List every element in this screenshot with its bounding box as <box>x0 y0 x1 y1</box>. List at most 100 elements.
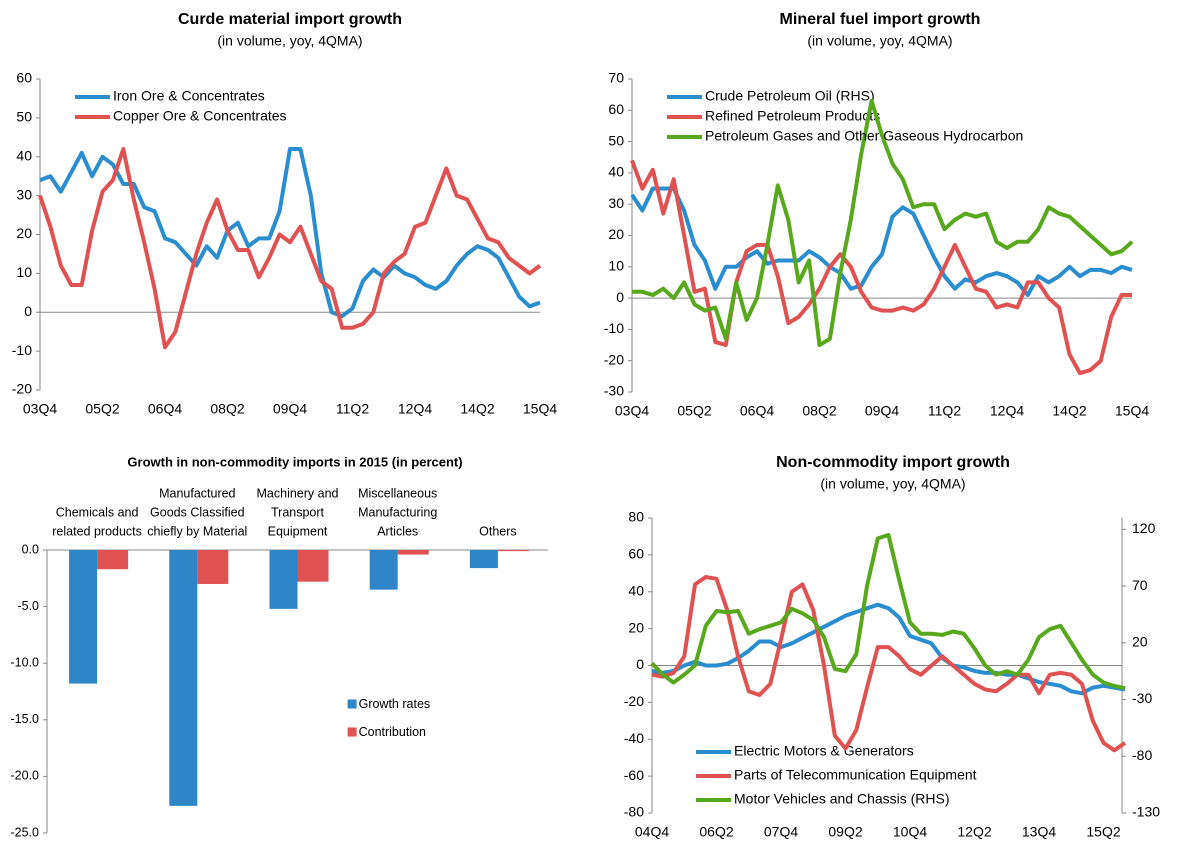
x-tick-label: 12Q4 <box>990 403 1024 419</box>
y-tick-label: -10.0 <box>11 655 40 669</box>
category-label: related products <box>52 524 142 538</box>
y-tick-label: 70 <box>608 70 624 86</box>
y-tick-label: 50 <box>608 132 624 148</box>
y-tick-label: 20 <box>16 225 32 241</box>
y-tick-label: 20 <box>628 619 644 635</box>
category-label: Equipment <box>268 524 328 538</box>
x-tick-label: 11Q2 <box>336 401 369 417</box>
chart-title: Mineral fuel import growth <box>780 11 981 28</box>
chart-title: Growth in non-commodity imports in 2015 … <box>127 454 462 469</box>
x-tick-label: 06Q2 <box>699 824 733 840</box>
bar <box>297 550 329 582</box>
x-tick-label: 15Q4 <box>1115 403 1149 419</box>
bar <box>397 550 429 555</box>
x-tick-label: 15Q2 <box>1086 824 1120 840</box>
bar <box>369 550 398 590</box>
y-tick-label: 0 <box>636 656 644 672</box>
y-tick-label: 0 <box>616 289 624 305</box>
category-label: Machinery and <box>257 486 339 500</box>
y-tick-label: -10 <box>604 320 624 336</box>
y-tick-label: 10 <box>16 264 32 280</box>
x-tick-label: 14Q2 <box>460 401 494 417</box>
y-tick-label: -10 <box>12 342 32 358</box>
x-tick-label: 06Q4 <box>740 403 774 419</box>
category-label: Miscellaneous <box>358 486 437 500</box>
y-tick-label: 60 <box>608 101 624 117</box>
bar <box>97 550 129 570</box>
category-label: Transport <box>271 505 325 519</box>
category-label: Articles <box>377 524 418 538</box>
x-tick-label: 11Q2 <box>928 403 961 419</box>
y-tick-label: -20 <box>624 693 644 709</box>
y-tick-label: -20.0 <box>11 769 40 783</box>
x-tick-label: 13Q4 <box>1022 824 1056 840</box>
y-tick-label: -5.0 <box>17 599 39 613</box>
bar <box>169 550 198 806</box>
y-tick-label: 10 <box>608 258 624 274</box>
chart-title: Curde material import growth <box>178 11 402 28</box>
y-tick-label: -40 <box>624 730 644 746</box>
y-tick-label: -80 <box>624 804 644 820</box>
bar <box>269 550 298 609</box>
x-tick-label: 07Q4 <box>764 824 798 840</box>
x-tick-label: 04Q4 <box>635 824 669 840</box>
y-tick-label: -20 <box>604 351 624 367</box>
chart-subtitle: (in volume, yoy, 4QMA) <box>217 33 362 49</box>
series-line <box>630 186 1133 297</box>
legend-swatch <box>347 699 357 709</box>
series-line <box>650 533 1126 691</box>
x-tick-label: 08Q2 <box>802 403 836 419</box>
x-tick-label: 12Q2 <box>957 824 991 840</box>
y2-tick-label: -130 <box>1132 804 1160 820</box>
x-tick-label: 05Q2 <box>677 403 711 419</box>
y-tick-label: -25.0 <box>11 825 40 839</box>
x-tick-label: 09Q2 <box>828 824 862 840</box>
y-tick-label: -30 <box>604 383 624 399</box>
y-tick-label: -15.0 <box>11 712 40 726</box>
category-label: chiefly by Material <box>147 524 247 538</box>
bar <box>69 550 98 684</box>
y-tick-label: -20 <box>12 381 32 397</box>
y-tick-label: 30 <box>16 186 32 202</box>
legend-label: Refined Petroleum Products <box>705 108 880 124</box>
legend-label: Growth rates <box>359 697 431 711</box>
x-tick-label: 10Q4 <box>893 824 927 840</box>
y-tick-label: 0.0 <box>22 542 39 556</box>
bar <box>197 550 229 584</box>
category-label: Goods Classified <box>150 505 245 519</box>
y-tick-label: 20 <box>608 226 624 242</box>
y-tick-label: 40 <box>16 147 32 163</box>
x-tick-label: 14Q2 <box>1052 403 1086 419</box>
x-tick-label: 15Q4 <box>523 401 557 417</box>
x-tick-label: 12Q4 <box>398 401 432 417</box>
legend-label: Electric Motors & Generators <box>734 743 914 759</box>
legend-label: Contribution <box>359 725 426 739</box>
y-tick-label: 80 <box>628 509 644 525</box>
legend-label: Crude Petroleum Oil (RHS) <box>705 88 875 104</box>
series-line <box>38 147 542 350</box>
legend-label: Motor Vehicles and Chassis (RHS) <box>734 791 950 807</box>
legend-label: Petroleum Gases and Other Gaseous Hydroc… <box>705 128 1023 144</box>
x-tick-label: 09Q4 <box>273 401 307 417</box>
category-label: Others <box>479 524 517 538</box>
x-tick-label: 03Q4 <box>615 403 649 419</box>
y-tick-label: 60 <box>628 546 644 562</box>
series-line <box>651 575 1127 753</box>
x-tick-label: 03Q4 <box>23 401 57 417</box>
y-tick-label: 40 <box>628 582 644 598</box>
x-tick-label: 09Q4 <box>865 403 899 419</box>
y-tick-label: 0 <box>24 303 32 319</box>
y-tick-label: 30 <box>608 195 624 211</box>
y2-tick-label: -30 <box>1132 690 1152 706</box>
legend-swatch <box>347 727 357 737</box>
series-line <box>39 147 541 319</box>
x-tick-label: 08Q2 <box>210 401 244 417</box>
y2-tick-label: 70 <box>1132 577 1148 593</box>
y-tick-label: 50 <box>16 109 32 125</box>
chart-title: Non-commodity import growth <box>776 454 1010 471</box>
y2-tick-label: -80 <box>1132 747 1152 763</box>
chart-subtitle: (in volume, yoy, 4QMA) <box>807 33 952 49</box>
chart-subtitle: (in volume, yoy, 4QMA) <box>820 476 965 492</box>
category-label: Chemicals and <box>56 505 139 519</box>
